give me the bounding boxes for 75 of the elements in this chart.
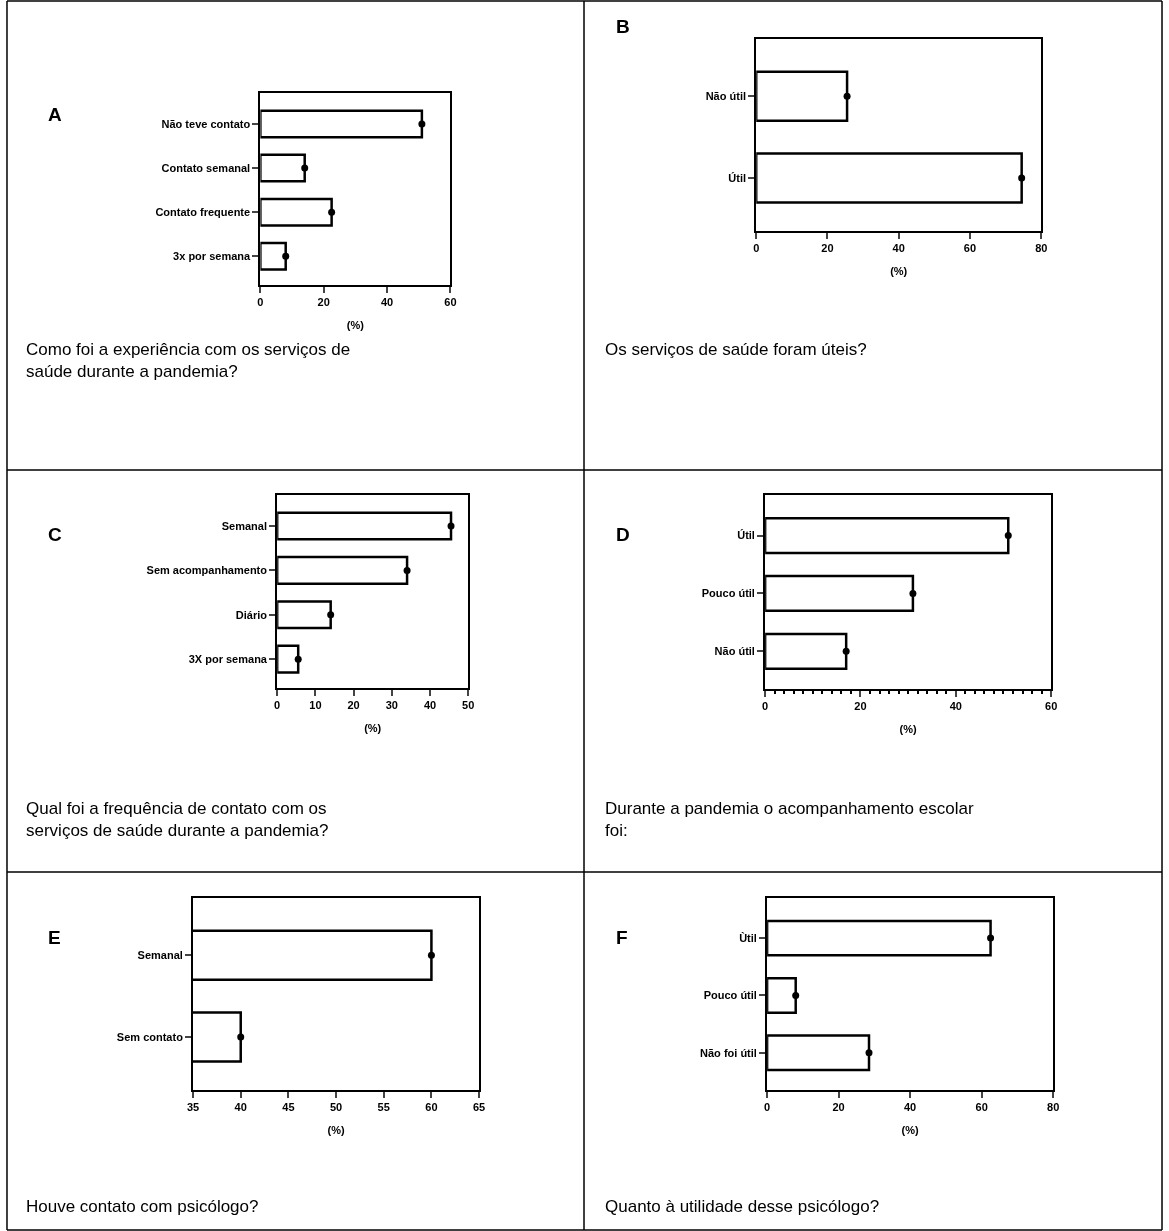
y-tick-label: Não teve contato <box>161 117 251 130</box>
y-tick-label: Útil <box>728 171 747 184</box>
y-tick-label: Contato frequente <box>155 206 251 219</box>
point <box>403 566 411 574</box>
x-tick-label: 20 <box>821 242 834 255</box>
x-tick-label: 35 <box>186 1101 200 1114</box>
x-tick-label: 0 <box>753 242 760 255</box>
x-tick-label: 50 <box>462 699 475 712</box>
point <box>328 208 336 216</box>
y-tick-label: Não útil <box>705 90 747 103</box>
x-tick-label: 40 <box>234 1101 247 1114</box>
y-tick-label: 3x por semana <box>173 250 252 263</box>
x-axis-title: (%) <box>327 1123 345 1136</box>
y-tick-label: Diário <box>235 608 268 621</box>
chart-title: B <box>616 16 630 37</box>
x-tick-label: 45 <box>282 1101 295 1114</box>
text: Quanto à utilidade desse psicólogo? <box>605 1197 880 1216</box>
point <box>294 655 302 663</box>
y-tick-label: Não útil <box>714 645 755 658</box>
text: Durante a pandemia o acompanhamento escolar foi: <box>605 799 974 841</box>
x-axis-title: (%) <box>901 1123 920 1136</box>
x-tick-label: 65 <box>472 1101 486 1114</box>
y-tick-label: Pouco útil <box>701 587 755 600</box>
x-axis-title: (%) <box>899 722 918 735</box>
x-tick-label: 40 <box>892 242 905 255</box>
x-tick-label: 60 <box>963 242 977 255</box>
point <box>301 164 309 172</box>
x-tick-label: 40 <box>423 699 437 712</box>
text: Qual foi a frequência de contato com os serviços de saúde durante a pandemia? <box>26 799 329 841</box>
y-tick-label: Sem contato <box>116 1030 184 1043</box>
x-tick-label: 20 <box>832 1101 845 1114</box>
x-tick-label: 40 <box>949 700 962 713</box>
text: A <box>48 104 62 125</box>
text: Como foi a experiência com os serviços de saúde durante a pandemia? <box>26 340 351 382</box>
x-tick-label: 80 <box>1035 242 1048 255</box>
x-tick-label: 10 <box>309 699 322 712</box>
x-tick-label: 20 <box>347 699 360 712</box>
point <box>447 522 455 530</box>
text: C <box>48 524 62 545</box>
x-tick-label: 55 <box>377 1101 390 1114</box>
text: Houve contato com psicólogo? <box>26 1197 259 1216</box>
x-tick-label: 0 <box>764 1101 771 1114</box>
y-tick-label: Não foi útil <box>700 1046 757 1059</box>
x-tick-label: 20 <box>317 296 330 309</box>
x-tick-label: 60 <box>444 296 457 309</box>
x-tick-label: 40 <box>380 296 394 309</box>
x-tick-label: 30 <box>385 699 398 712</box>
y-tick-label: Semanal <box>221 519 267 532</box>
x-axis-title: (%) <box>364 721 382 734</box>
x-tick-label: 0 <box>257 296 264 309</box>
y-tick-label: 3X por semana <box>188 653 268 666</box>
text: Os serviços de saúde foram úteis? <box>605 340 867 359</box>
y-tick-label: Útil <box>737 529 755 542</box>
x-tick-label: 0 <box>762 700 769 713</box>
point <box>418 120 426 128</box>
x-tick-label: 0 <box>274 699 281 712</box>
y-tick-label: Contato semanal <box>161 161 251 174</box>
x-tick-label: 80 <box>1047 1101 1060 1114</box>
x-tick-label: 20 <box>854 700 867 713</box>
x-tick-label: 40 <box>904 1101 917 1114</box>
point <box>282 252 290 260</box>
x-axis-title: (%) <box>890 264 908 277</box>
text: D <box>616 524 630 545</box>
x-axis-title: (%) <box>346 318 365 331</box>
x-tick-label: 50 <box>329 1101 343 1114</box>
y-tick-label: Ùtil <box>739 931 757 944</box>
text: F <box>616 927 628 948</box>
x-tick-label: 60 <box>425 1101 438 1114</box>
y-tick-label: Pouco útil <box>703 989 757 1002</box>
y-tick-label: Sem acompanhamento <box>146 564 268 577</box>
x-tick-label: 60 <box>975 1101 988 1114</box>
y-tick-label: Semanal <box>137 949 183 962</box>
text: E <box>48 927 61 948</box>
x-tick-label: 60 <box>1045 700 1058 713</box>
point <box>327 611 335 619</box>
